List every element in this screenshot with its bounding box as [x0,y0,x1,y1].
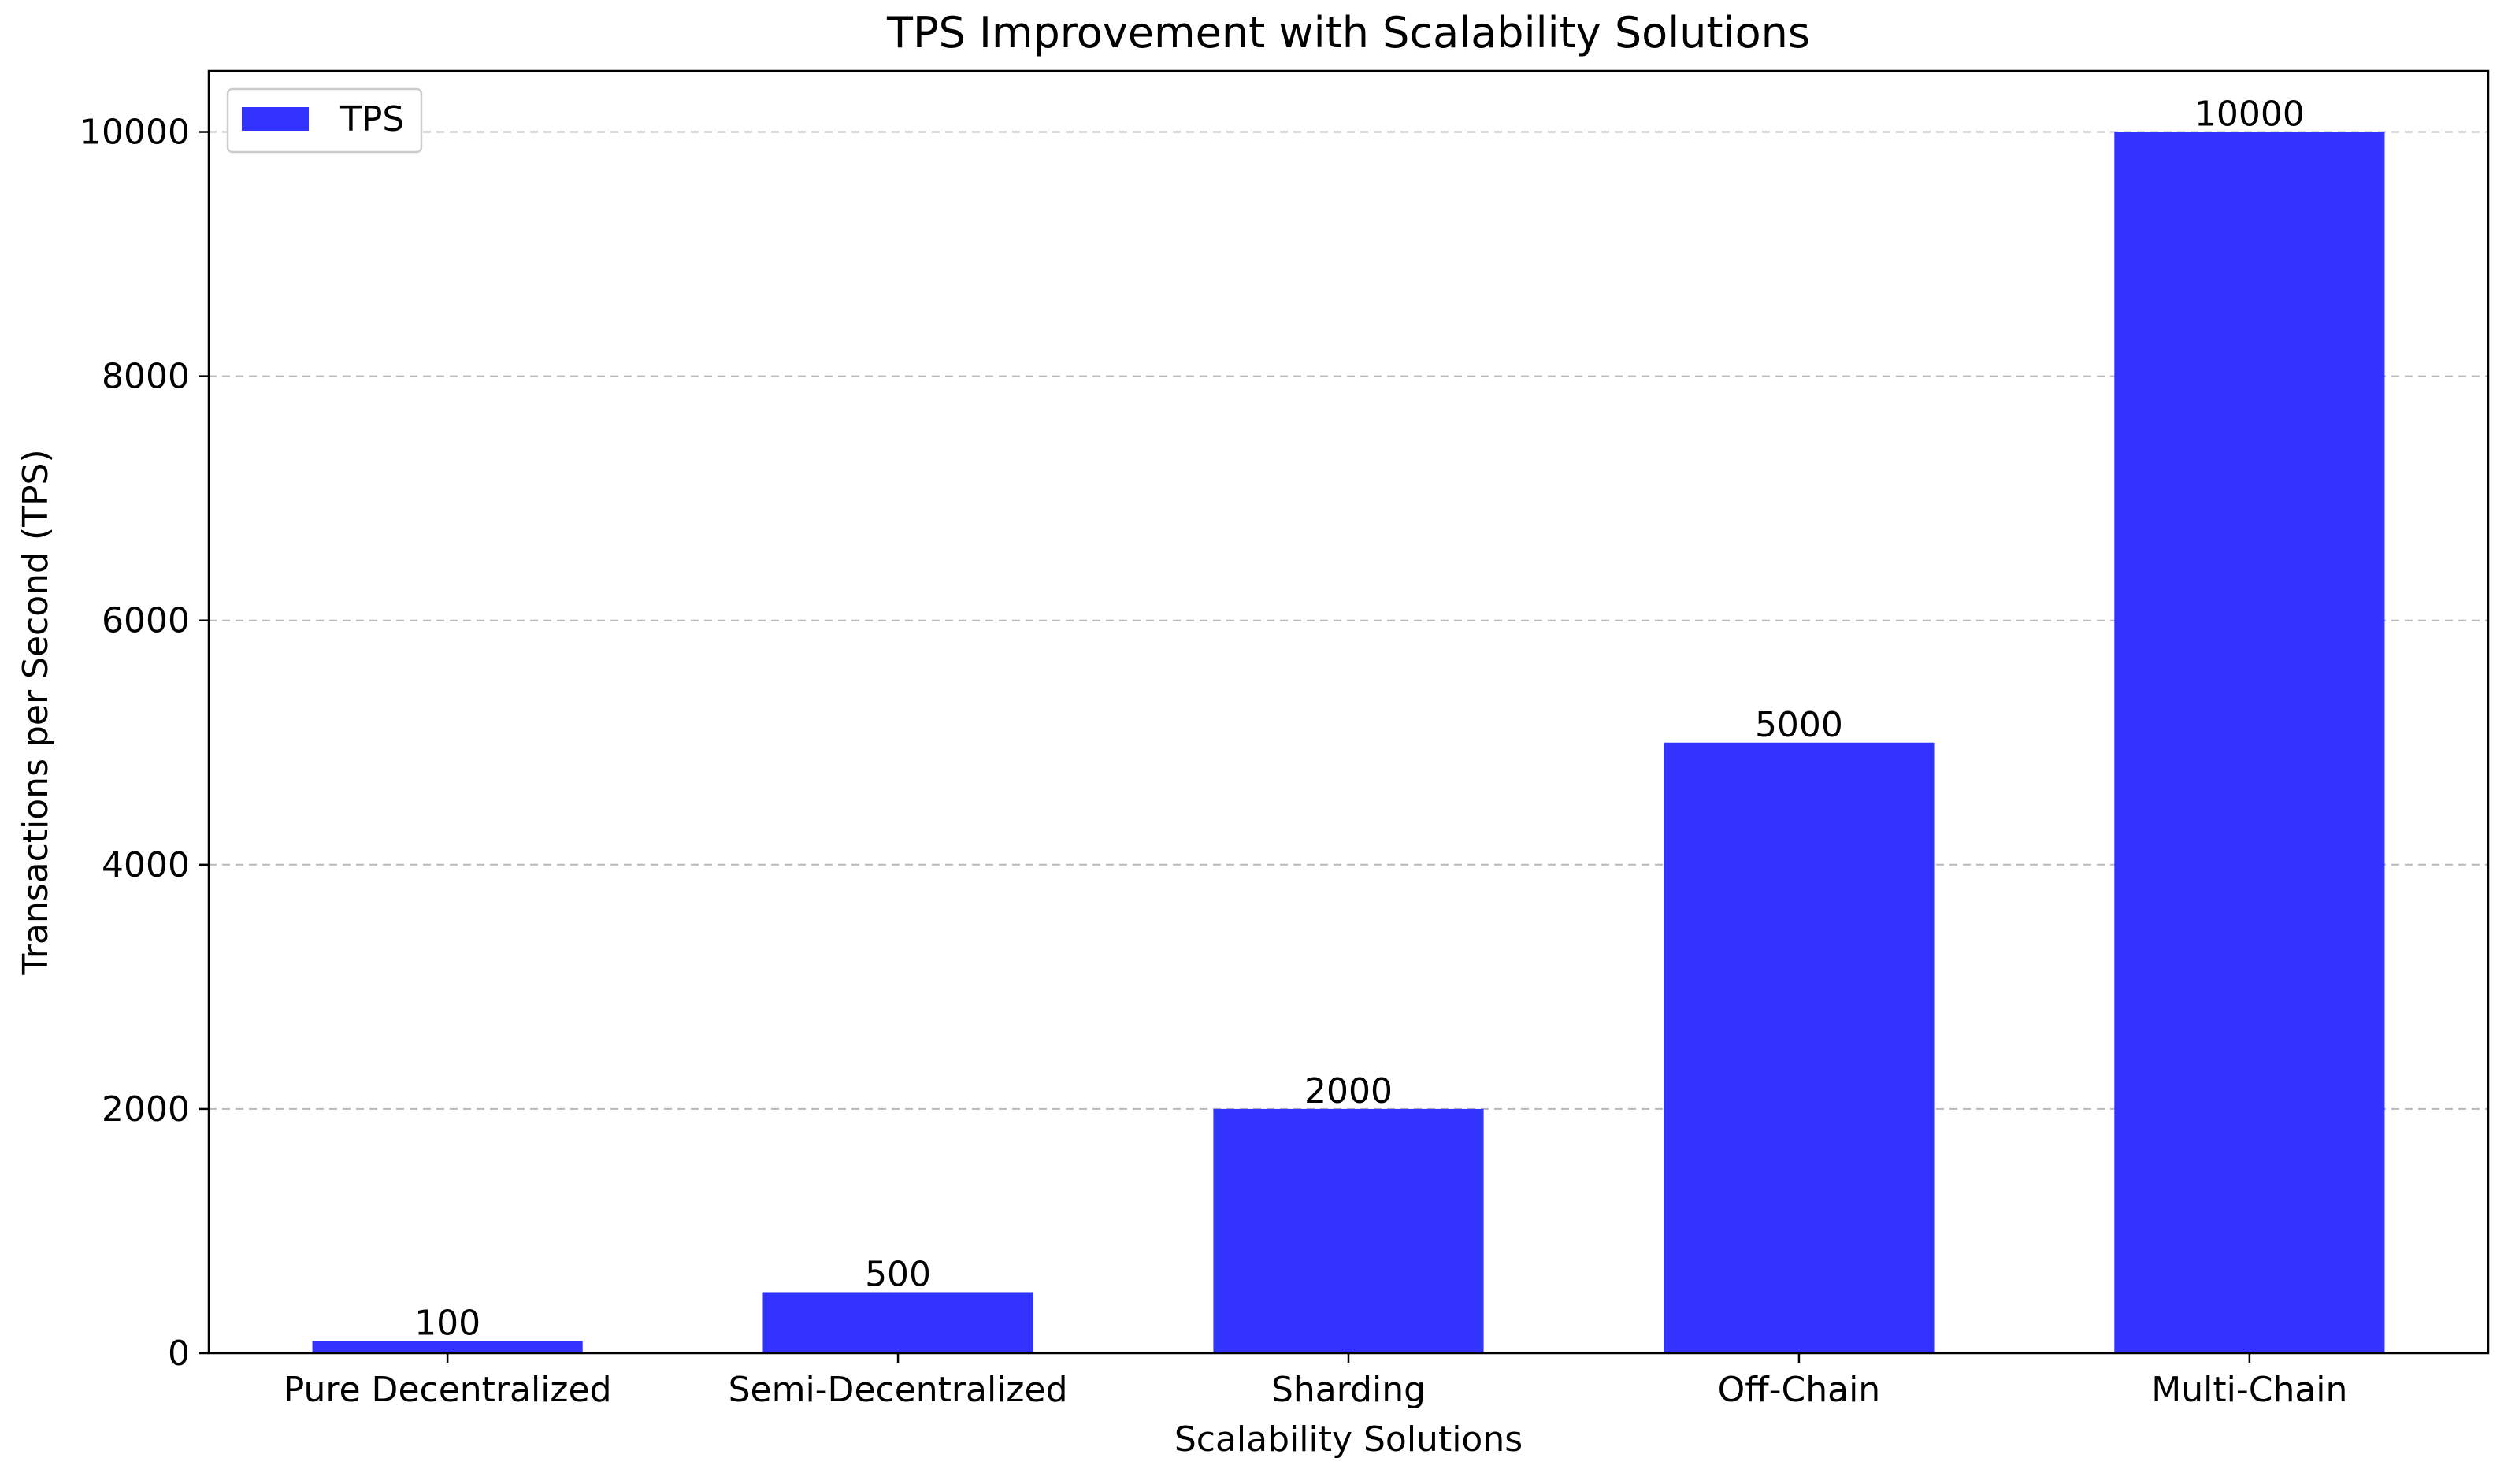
y-tick-label: 0 [168,1334,190,1374]
bar-value-label: 2000 [1304,1071,1393,1111]
y-axis-label: Transactions per Second (TPS) [16,449,56,975]
legend: TPS [226,87,423,154]
x-tick-label: Off-Chain [1718,1370,1881,1410]
plot-area-frame [207,69,2490,1355]
bars [312,132,2385,1353]
y-tick-label: 8000 [102,357,190,397]
legend-swatch [242,107,309,131]
x-tick-label: Semi-Decentralized [729,1370,1068,1410]
x-tick-label: Sharding [1271,1370,1426,1410]
y-tick-label: 4000 [102,845,190,885]
y-tick-label: 2000 [102,1089,190,1130]
bar [312,1341,583,1353]
y-tick-label: 6000 [102,601,190,641]
bar-value-label: 10000 [2194,95,2305,135]
y-tick-label: 10000 [80,113,190,153]
bar [1213,1108,1484,1353]
x-axis-ticks: Pure Decentralized Semi-Decentralized Shar… [284,1353,2347,1410]
chart-title: TPS Improvement with Scalability Solutio… [886,8,1810,58]
bar-value-label: 500 [865,1254,931,1294]
bar [2114,132,2385,1353]
x-tick-label: Pure Decentralized [284,1370,612,1410]
legend-label: TPS [339,99,404,139]
x-axis-label: Scalability Solutions [1174,1419,1523,1460]
bar [1664,742,1935,1353]
y-axis-ticks: 0 2000 4000 6000 8000 10000 [80,113,209,1374]
data-labels: 100 500 2000 5000 10000 [414,95,2305,1344]
bar [762,1292,1033,1353]
x-tick-label: Multi-Chain [2151,1370,2347,1410]
legend-box [226,87,423,154]
bar-value-label: 5000 [1755,705,1843,745]
bar-value-label: 100 [414,1303,480,1343]
